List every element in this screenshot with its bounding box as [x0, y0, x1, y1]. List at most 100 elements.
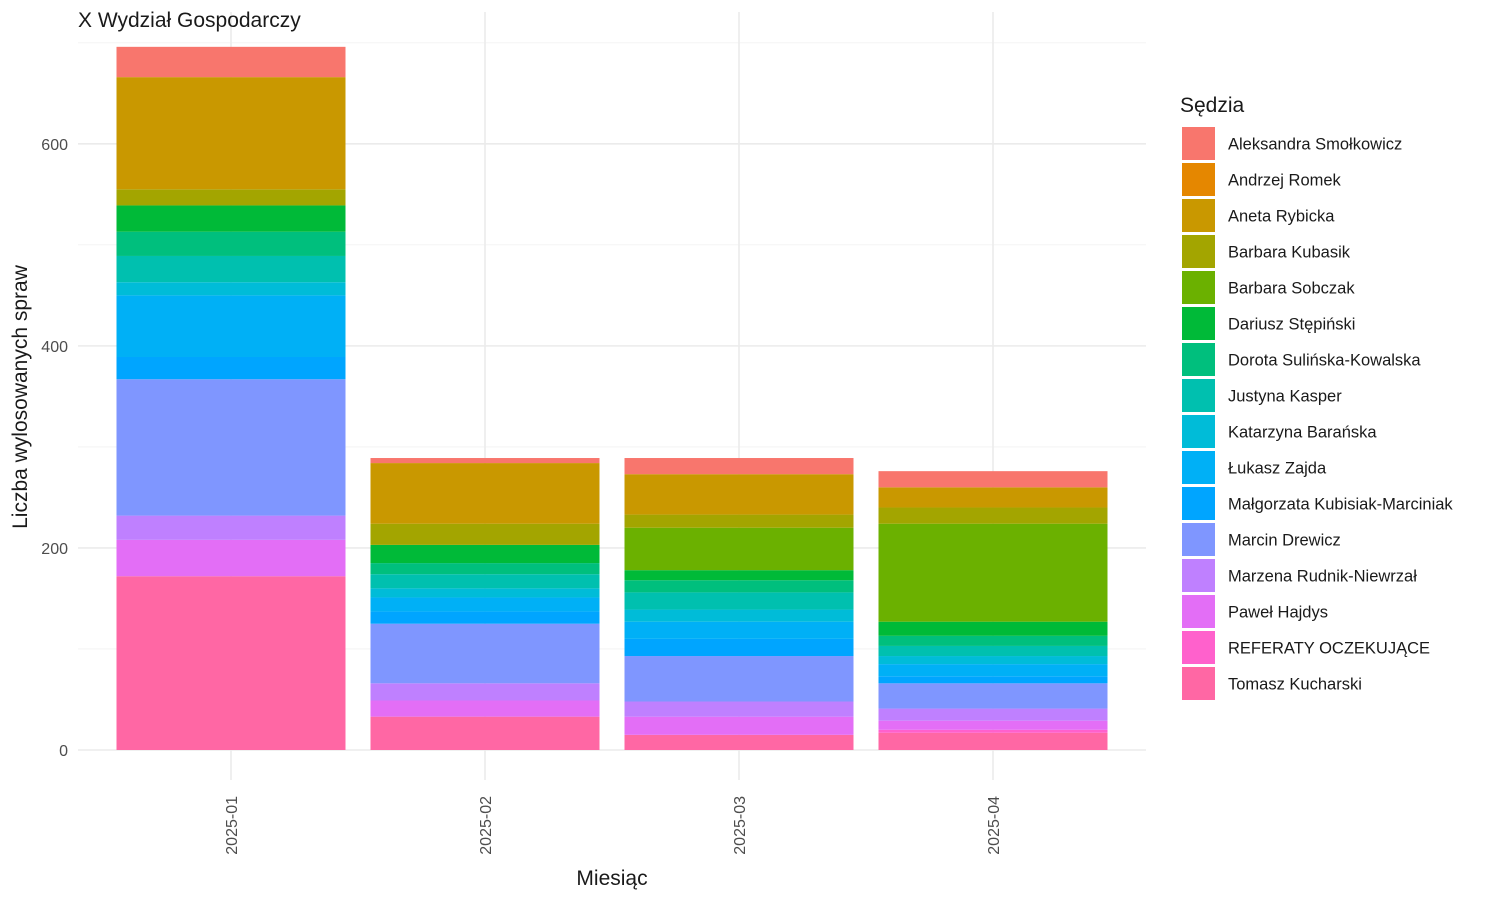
- legend-swatch: [1182, 631, 1215, 664]
- bar-segment: [370, 458, 600, 464]
- bar-segment: [116, 539, 346, 577]
- bar-segment: [878, 729, 1108, 733]
- legend-label: Katarzyna Barańska: [1228, 424, 1377, 442]
- y-tick-label: 200: [41, 541, 68, 558]
- legend-label: Marcin Drewicz: [1228, 532, 1341, 550]
- legend: Sędzia Aleksandra Smołkowicz Andrzej Rome…: [1180, 94, 1453, 700]
- bar-segment: [624, 638, 854, 657]
- bar-segment: [878, 645, 1108, 657]
- bar-segment: [624, 458, 854, 475]
- legend-swatch: [1182, 343, 1215, 376]
- legend-label: Łukasz Zajda: [1228, 460, 1327, 478]
- legend-label: Dorota Sulińska-Kowalska: [1228, 352, 1421, 370]
- bar-segment: [370, 588, 600, 598]
- bar-segment: [624, 701, 854, 717]
- bar-segment: [370, 611, 600, 624]
- x-tick-label: 2025-01: [224, 796, 241, 855]
- bar-segment: [878, 507, 1108, 524]
- bar-segment: [116, 282, 346, 296]
- legend-label: Barbara Kubasik: [1228, 244, 1351, 262]
- y-tick-label: 0: [59, 743, 68, 760]
- bar-segment: [370, 683, 600, 701]
- legend-swatch: [1182, 199, 1215, 232]
- legend-swatch: [1182, 379, 1215, 412]
- bar-segment: [878, 487, 1108, 508]
- legend-swatch: [1182, 235, 1215, 268]
- bar-segment: [116, 295, 346, 357]
- bars-layer: [116, 46, 1108, 750]
- bar-segment: [116, 231, 346, 256]
- legend-label: Justyna Kasper: [1228, 388, 1342, 406]
- bar-segment: [878, 708, 1108, 721]
- bar-segment: [624, 592, 854, 610]
- legend-label: Paweł Hajdys: [1228, 604, 1328, 622]
- bar-segment: [624, 580, 854, 593]
- legend-label: REFERATY OCZEKUJĄCE: [1228, 640, 1430, 658]
- bar-segment: [370, 544, 600, 564]
- bar-segment: [878, 676, 1108, 684]
- legend-swatch: [1182, 559, 1215, 592]
- bar-segment: [624, 570, 854, 581]
- legend-swatch: [1182, 271, 1215, 304]
- legend-swatch: [1182, 163, 1215, 196]
- legend-label: Marzena Rudnik-Niewrzał: [1228, 568, 1417, 586]
- chart-title: X Wydział Gospodarczy: [78, 9, 301, 32]
- bar-segment: [370, 463, 600, 524]
- bar-segment: [878, 523, 1108, 622]
- legend-label: Barbara Sobczak: [1228, 280, 1355, 298]
- bar-segment: [878, 732, 1108, 750]
- bar-segment: [116, 77, 346, 190]
- legend-label: Małgorzata Kubisiak-Marciniak: [1228, 496, 1453, 514]
- legend-swatch: [1182, 667, 1215, 700]
- bar-segment: [624, 656, 854, 702]
- bar-segment: [624, 716, 854, 735]
- x-axis-title: Miesiąc: [576, 867, 647, 890]
- bar-segment: [116, 379, 346, 516]
- bar-segment: [116, 515, 346, 540]
- x-tick-label: 2025-02: [478, 796, 495, 855]
- legend-swatch: [1182, 127, 1215, 160]
- bar-segment: [878, 621, 1108, 636]
- x-tick-label: 2025-03: [732, 796, 749, 855]
- bar-segment: [370, 597, 600, 612]
- y-axis-title: Liczba wylosowanych spraw: [9, 264, 32, 529]
- bar-segment: [878, 664, 1108, 677]
- legend-swatch: [1182, 451, 1215, 484]
- legend-label: Dariusz Stępiński: [1228, 316, 1355, 334]
- bar-segment: [878, 635, 1108, 646]
- legend-label: Aleksandra Smołkowicz: [1228, 136, 1402, 154]
- bar-segment: [116, 205, 346, 232]
- bar-segment: [116, 46, 346, 78]
- bar-segment: [370, 623, 600, 684]
- legend-swatch: [1182, 487, 1215, 520]
- bar-segment: [370, 523, 600, 545]
- bar-segment: [370, 563, 600, 575]
- axis-layer: 0 200 400 600 2025-01 2025-02 2025-03 2025-04: [41, 137, 1003, 855]
- bar-segment: [624, 734, 854, 750]
- legend-label: Aneta Rybicka: [1228, 208, 1335, 226]
- bar-segment: [878, 720, 1108, 730]
- legend-swatch: [1182, 415, 1215, 448]
- y-tick-label: 600: [41, 137, 68, 154]
- bar-segment: [116, 189, 346, 206]
- bar-segment: [116, 356, 346, 380]
- bar-segment: [116, 576, 346, 750]
- bar-segment: [370, 574, 600, 589]
- legend-swatch: [1182, 523, 1215, 556]
- legend-swatch: [1182, 595, 1215, 628]
- legend-label: Tomasz Kucharski: [1228, 676, 1362, 694]
- bar-segment: [624, 621, 854, 639]
- bar-segment: [624, 609, 854, 622]
- legend-swatch: [1182, 307, 1215, 340]
- bar-segment: [116, 255, 346, 283]
- legend-title: Sędzia: [1180, 94, 1245, 117]
- legend-label: Andrzej Romek: [1228, 172, 1342, 190]
- bar-segment: [370, 716, 600, 750]
- bar-segment: [624, 527, 854, 571]
- bar-segment: [624, 514, 854, 528]
- bar-segment: [878, 471, 1108, 488]
- y-tick-label: 400: [41, 339, 68, 356]
- bar-segment: [624, 474, 854, 515]
